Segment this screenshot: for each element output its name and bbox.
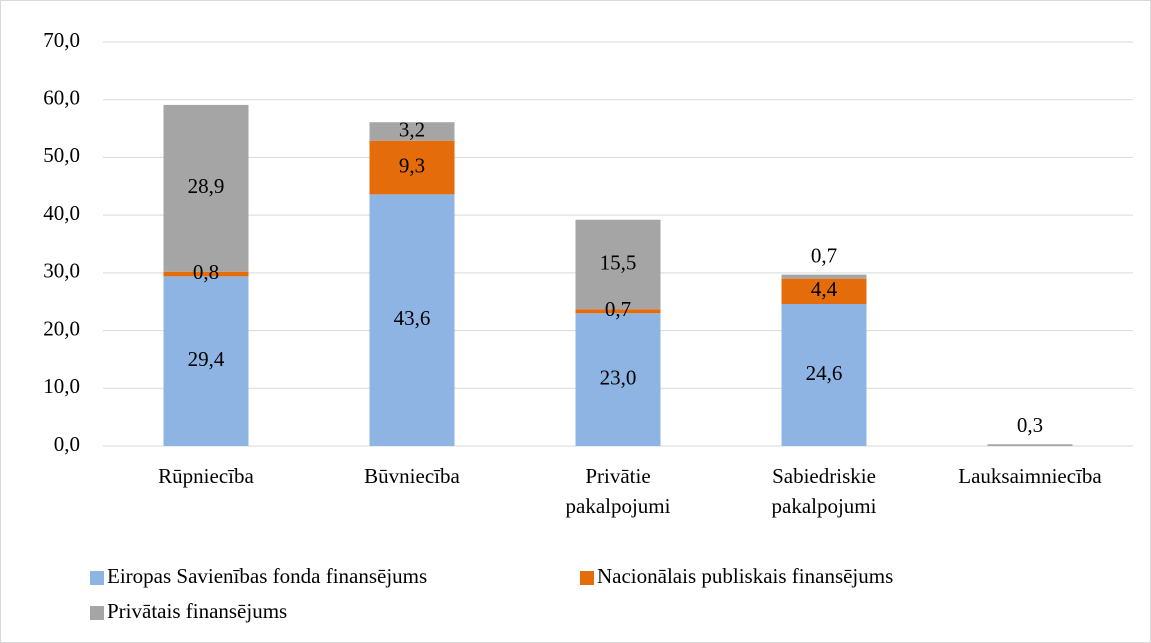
data-label: 23,0 (600, 365, 637, 389)
bar-segment (163, 271, 249, 277)
legend-swatch (90, 571, 104, 585)
bar-segment (781, 274, 867, 279)
x-tick-label: Būvniecība (364, 464, 460, 488)
data-label: 4,4 (811, 277, 838, 301)
data-label: 0,3 (1017, 413, 1043, 437)
data-label: 0,8 (193, 260, 219, 284)
y-tick-label: 60,0 (43, 86, 80, 110)
bar-segment (163, 276, 249, 446)
y-tick-label: 50,0 (43, 143, 80, 167)
bar-segment (369, 122, 455, 141)
data-label: 28,9 (188, 174, 225, 198)
bar-segment (781, 278, 867, 305)
legend-label: Eiropas Savienības fonda finansējums (107, 564, 427, 588)
data-label: 29,4 (188, 347, 225, 371)
data-label: 43,6 (394, 306, 431, 330)
bar-segment (575, 313, 661, 446)
y-tick-label: 0,0 (54, 432, 80, 456)
legend-swatch (580, 571, 594, 585)
legend-label: Nacionālais publiskais finansējums (597, 564, 893, 588)
legend-label: Privātais finansējums (107, 599, 287, 623)
x-tick-label: Sabiedriskie pakalpojumi (772, 464, 877, 518)
x-tick-label: Lauksaimniecība (958, 464, 1102, 488)
data-label: 0,7 (811, 243, 837, 267)
y-tick-label: 40,0 (43, 201, 80, 225)
y-tick-label: 10,0 (43, 374, 80, 398)
y-tick-label: 20,0 (43, 316, 80, 340)
y-tick-label: 70,0 (43, 28, 80, 52)
data-label: 15,5 (600, 250, 637, 274)
bar-segment (781, 304, 867, 446)
x-tick-label: Privātie pakalpojumi (566, 464, 671, 518)
bar-segment (369, 194, 455, 446)
legend-swatch (90, 606, 104, 620)
bar-segment (163, 104, 249, 272)
bar-segment (369, 140, 455, 195)
bar-segment (575, 219, 661, 310)
data-label: 9,3 (399, 153, 425, 177)
data-label: 0,7 (605, 297, 631, 321)
bar-segment (987, 444, 1073, 446)
data-label: 3,2 (399, 117, 425, 141)
x-tick-label: Rūpniecība (158, 464, 254, 488)
bar-segment (575, 309, 661, 314)
data-label: 24,6 (806, 361, 843, 385)
y-tick-label: 30,0 (43, 259, 80, 283)
